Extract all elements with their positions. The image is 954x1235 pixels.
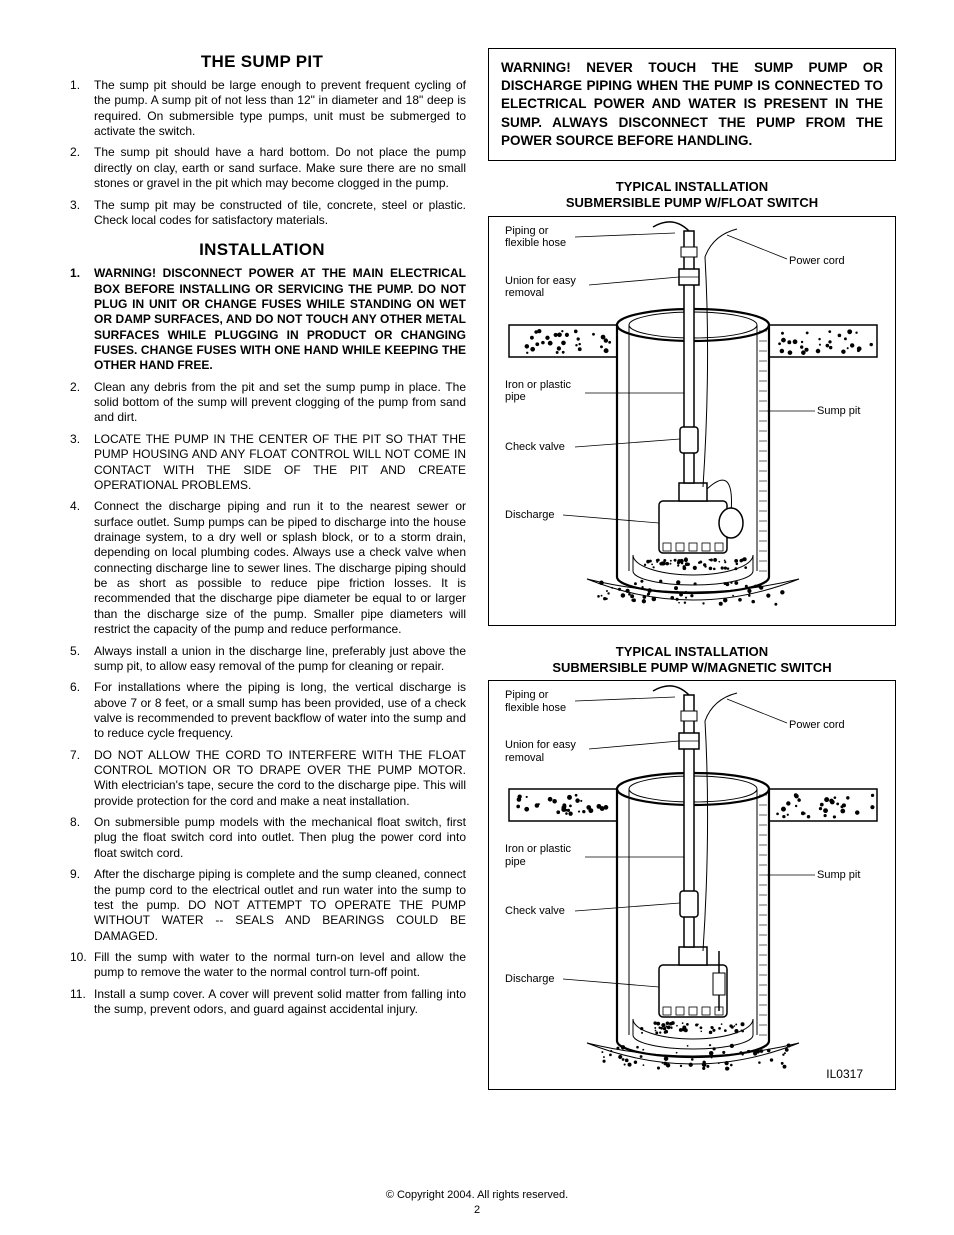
list-item: On submersible pump models with the mech…	[58, 815, 466, 861]
page-footer: © Copyright 2004. All rights reserved. 2	[0, 1188, 954, 1217]
label-sump-pit: Sump pit	[817, 405, 860, 418]
sump-pit-heading: THE SUMP PIT	[58, 52, 466, 72]
label-union-2: Union for easy removal	[505, 739, 576, 764]
figure2-box: Piping or flexible hose Power cord Union…	[488, 680, 896, 1090]
list-item: Clean any debris from the pit and set th…	[58, 380, 466, 426]
label-sump-pit-2: Sump pit	[817, 869, 860, 882]
list-item: The sump pit should have a hard bottom. …	[58, 145, 466, 191]
label-check-valve-2: Check valve	[505, 905, 565, 918]
figure1-box: Piping or flexible hose Power cord Union…	[488, 216, 896, 626]
list-item: For installations where the piping is lo…	[58, 680, 466, 741]
figure2-title: TYPICAL INSTALLATION SUBMERSIBLE PUMP W/…	[488, 644, 896, 677]
label-discharge: Discharge	[505, 509, 555, 522]
figure2-title-line1: TYPICAL INSTALLATION	[616, 644, 768, 659]
left-column: THE SUMP PIT The sump pit should be larg…	[58, 48, 466, 1108]
figure1-title-line1: TYPICAL INSTALLATION	[616, 179, 768, 194]
label-discharge-2: Discharge	[505, 973, 555, 986]
label-iron-pipe-2: Iron or plastic pipe	[505, 843, 571, 868]
figure2-title-line2: SUBMERSIBLE PUMP W/MAGNETIC SWITCH	[552, 660, 831, 675]
installation-list: WARNING! DISCONNECT POWER AT THE MAIN EL…	[58, 266, 466, 1017]
figure1-title-line2: SUBMERSIBLE PUMP W/FLOAT SWITCH	[566, 195, 818, 210]
sump-pit-list: The sump pit should be large enough to p…	[58, 78, 466, 228]
label-power-cord-2: Power cord	[789, 719, 845, 732]
label-power-cord: Power cord	[789, 255, 845, 268]
label-union: Union for easy removal	[505, 275, 576, 300]
figure-ref: IL0317	[826, 1067, 863, 1081]
list-item: The sump pit should be large enough to p…	[58, 78, 466, 139]
installation-heading: INSTALLATION	[58, 240, 466, 260]
copyright-text: © Copyright 2004. All rights reserved.	[386, 1189, 568, 1201]
list-item: The sump pit may be constructed of tile,…	[58, 198, 466, 229]
list-item: Always install a union in the discharge …	[58, 644, 466, 675]
warning-box: WARNING! NEVER TOUCH THE SUMP PUMP OR DI…	[488, 48, 896, 161]
list-item: LOCATE THE PUMP IN THE CENTER OF THE PIT…	[58, 432, 466, 493]
label-piping: Piping or flexible hose	[505, 225, 566, 250]
list-item: DO NOT ALLOW THE CORD TO INTERFERE WITH …	[58, 748, 466, 809]
list-item: Fill the sump with water to the normal t…	[58, 950, 466, 981]
label-check-valve: Check valve	[505, 441, 565, 454]
label-piping-2: Piping or flexible hose	[505, 689, 566, 714]
list-item: Connect the discharge piping and run it …	[58, 499, 466, 637]
page-number: 2	[474, 1204, 480, 1216]
list-item: WARNING! DISCONNECT POWER AT THE MAIN EL…	[58, 266, 466, 374]
label-iron-pipe: Iron or plastic pipe	[505, 379, 571, 404]
right-column: WARNING! NEVER TOUCH THE SUMP PUMP OR DI…	[488, 48, 896, 1108]
list-item: After the discharge piping is complete a…	[58, 867, 466, 944]
list-item: Install a sump cover. A cover will preve…	[58, 987, 466, 1018]
figure1-title: TYPICAL INSTALLATION SUBMERSIBLE PUMP W/…	[488, 179, 896, 212]
